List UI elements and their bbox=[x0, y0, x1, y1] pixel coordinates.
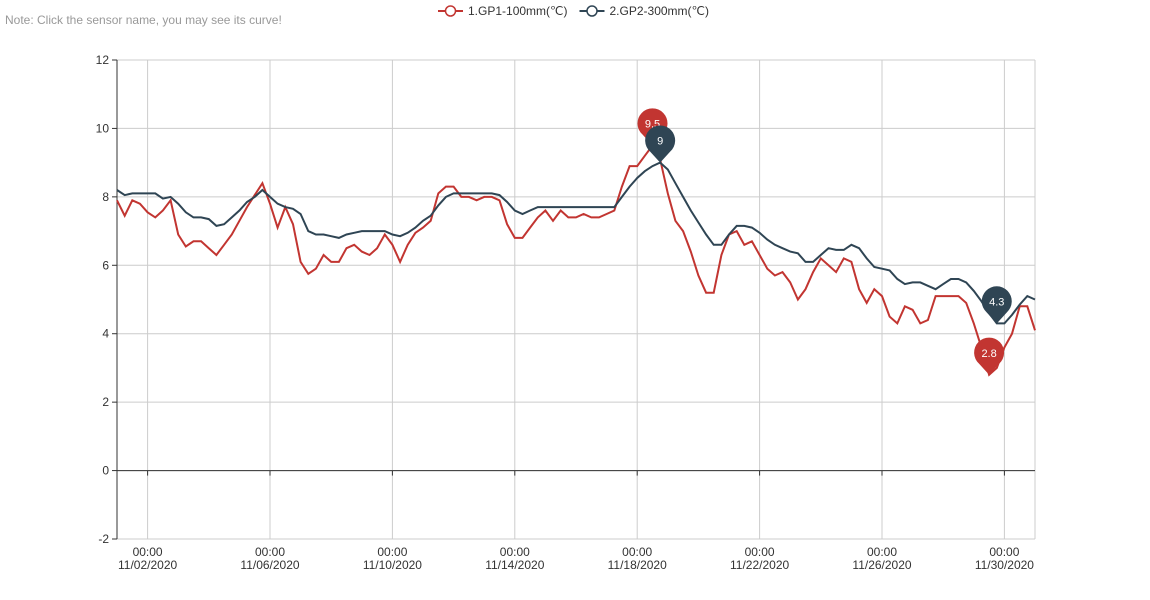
note[interactable]: Note: Click the sensor name, you may see… bbox=[5, 13, 282, 27]
y-tick-label: 6 bbox=[102, 258, 109, 272]
series-line bbox=[116, 161, 1036, 325]
y-tick-label: 4 bbox=[102, 327, 109, 341]
x-tick-label: 00:00 11/22/2020 bbox=[730, 545, 789, 572]
legend-item[interactable]: 1.GP1-100mm(℃) bbox=[438, 4, 568, 18]
y-tick-label: -2 bbox=[98, 532, 109, 546]
legend-item[interactable]: 2.GP2-300mm(℃) bbox=[579, 4, 710, 18]
legend: 1.GP1-100mm(℃) 2.GP2-300mm(℃) bbox=[438, 4, 709, 18]
y-tick-label: 10 bbox=[96, 121, 110, 135]
mark-label: 4.3 bbox=[989, 296, 1004, 308]
y-tick-label: 0 bbox=[102, 464, 109, 478]
y-tick-label: 2 bbox=[102, 395, 109, 409]
mark-pin bbox=[645, 125, 676, 163]
x-tick-label: 00:00 11/10/2020 bbox=[363, 545, 422, 572]
x-tick-label: 00:00 11/14/2020 bbox=[485, 545, 544, 572]
x-tick-label: 00:00 11/26/2020 bbox=[852, 545, 911, 572]
x-tick-label: 00:00 11/02/2020 bbox=[118, 545, 177, 572]
series-line bbox=[116, 143, 1036, 377]
x-tick-label: 00:00 11/18/2020 bbox=[608, 545, 667, 572]
y-tick-label: 8 bbox=[102, 190, 109, 204]
y-tick-label: 12 bbox=[96, 53, 110, 67]
mark-label: 2.8 bbox=[981, 348, 996, 360]
legend-label: 1.GP1-100mm(℃) bbox=[468, 4, 568, 18]
mark-pin bbox=[981, 286, 1012, 324]
x-tick-label: 00:00 11/30/2020 bbox=[975, 545, 1034, 572]
legend-label: 2.GP2-300mm(℃) bbox=[610, 4, 710, 18]
mark-point: 4.3 bbox=[981, 286, 1012, 324]
x-tick-label: 00:00 11/06/2020 bbox=[240, 545, 299, 572]
mark-point: 9 bbox=[645, 125, 676, 163]
mark-pin bbox=[974, 337, 1005, 375]
legend-symbol bbox=[444, 5, 457, 17]
mark-point: 2.8 bbox=[974, 337, 1005, 375]
mark-label: 9 bbox=[657, 136, 663, 148]
legend-symbol bbox=[586, 5, 598, 17]
mark-label: 9.5 bbox=[645, 119, 660, 131]
